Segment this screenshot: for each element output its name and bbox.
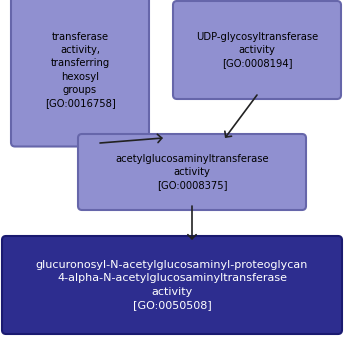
- FancyBboxPatch shape: [2, 236, 342, 334]
- FancyBboxPatch shape: [78, 134, 306, 210]
- FancyBboxPatch shape: [11, 0, 149, 147]
- Text: acetylglucosaminyltransferase
activity
[GO:0008375]: acetylglucosaminyltransferase activity […: [115, 154, 269, 190]
- Text: glucuronosyl-N-acetylglucosaminyl-proteoglycan
4-alpha-N-acetylglucosaminyltrans: glucuronosyl-N-acetylglucosaminyl-proteo…: [36, 260, 308, 310]
- Text: UDP-glycosyltransferase
activity
[GO:0008194]: UDP-glycosyltransferase activity [GO:000…: [196, 32, 318, 68]
- Text: transferase
activity,
transferring
hexosyl
groups
[GO:0016758]: transferase activity, transferring hexos…: [45, 32, 115, 108]
- FancyBboxPatch shape: [173, 1, 341, 99]
